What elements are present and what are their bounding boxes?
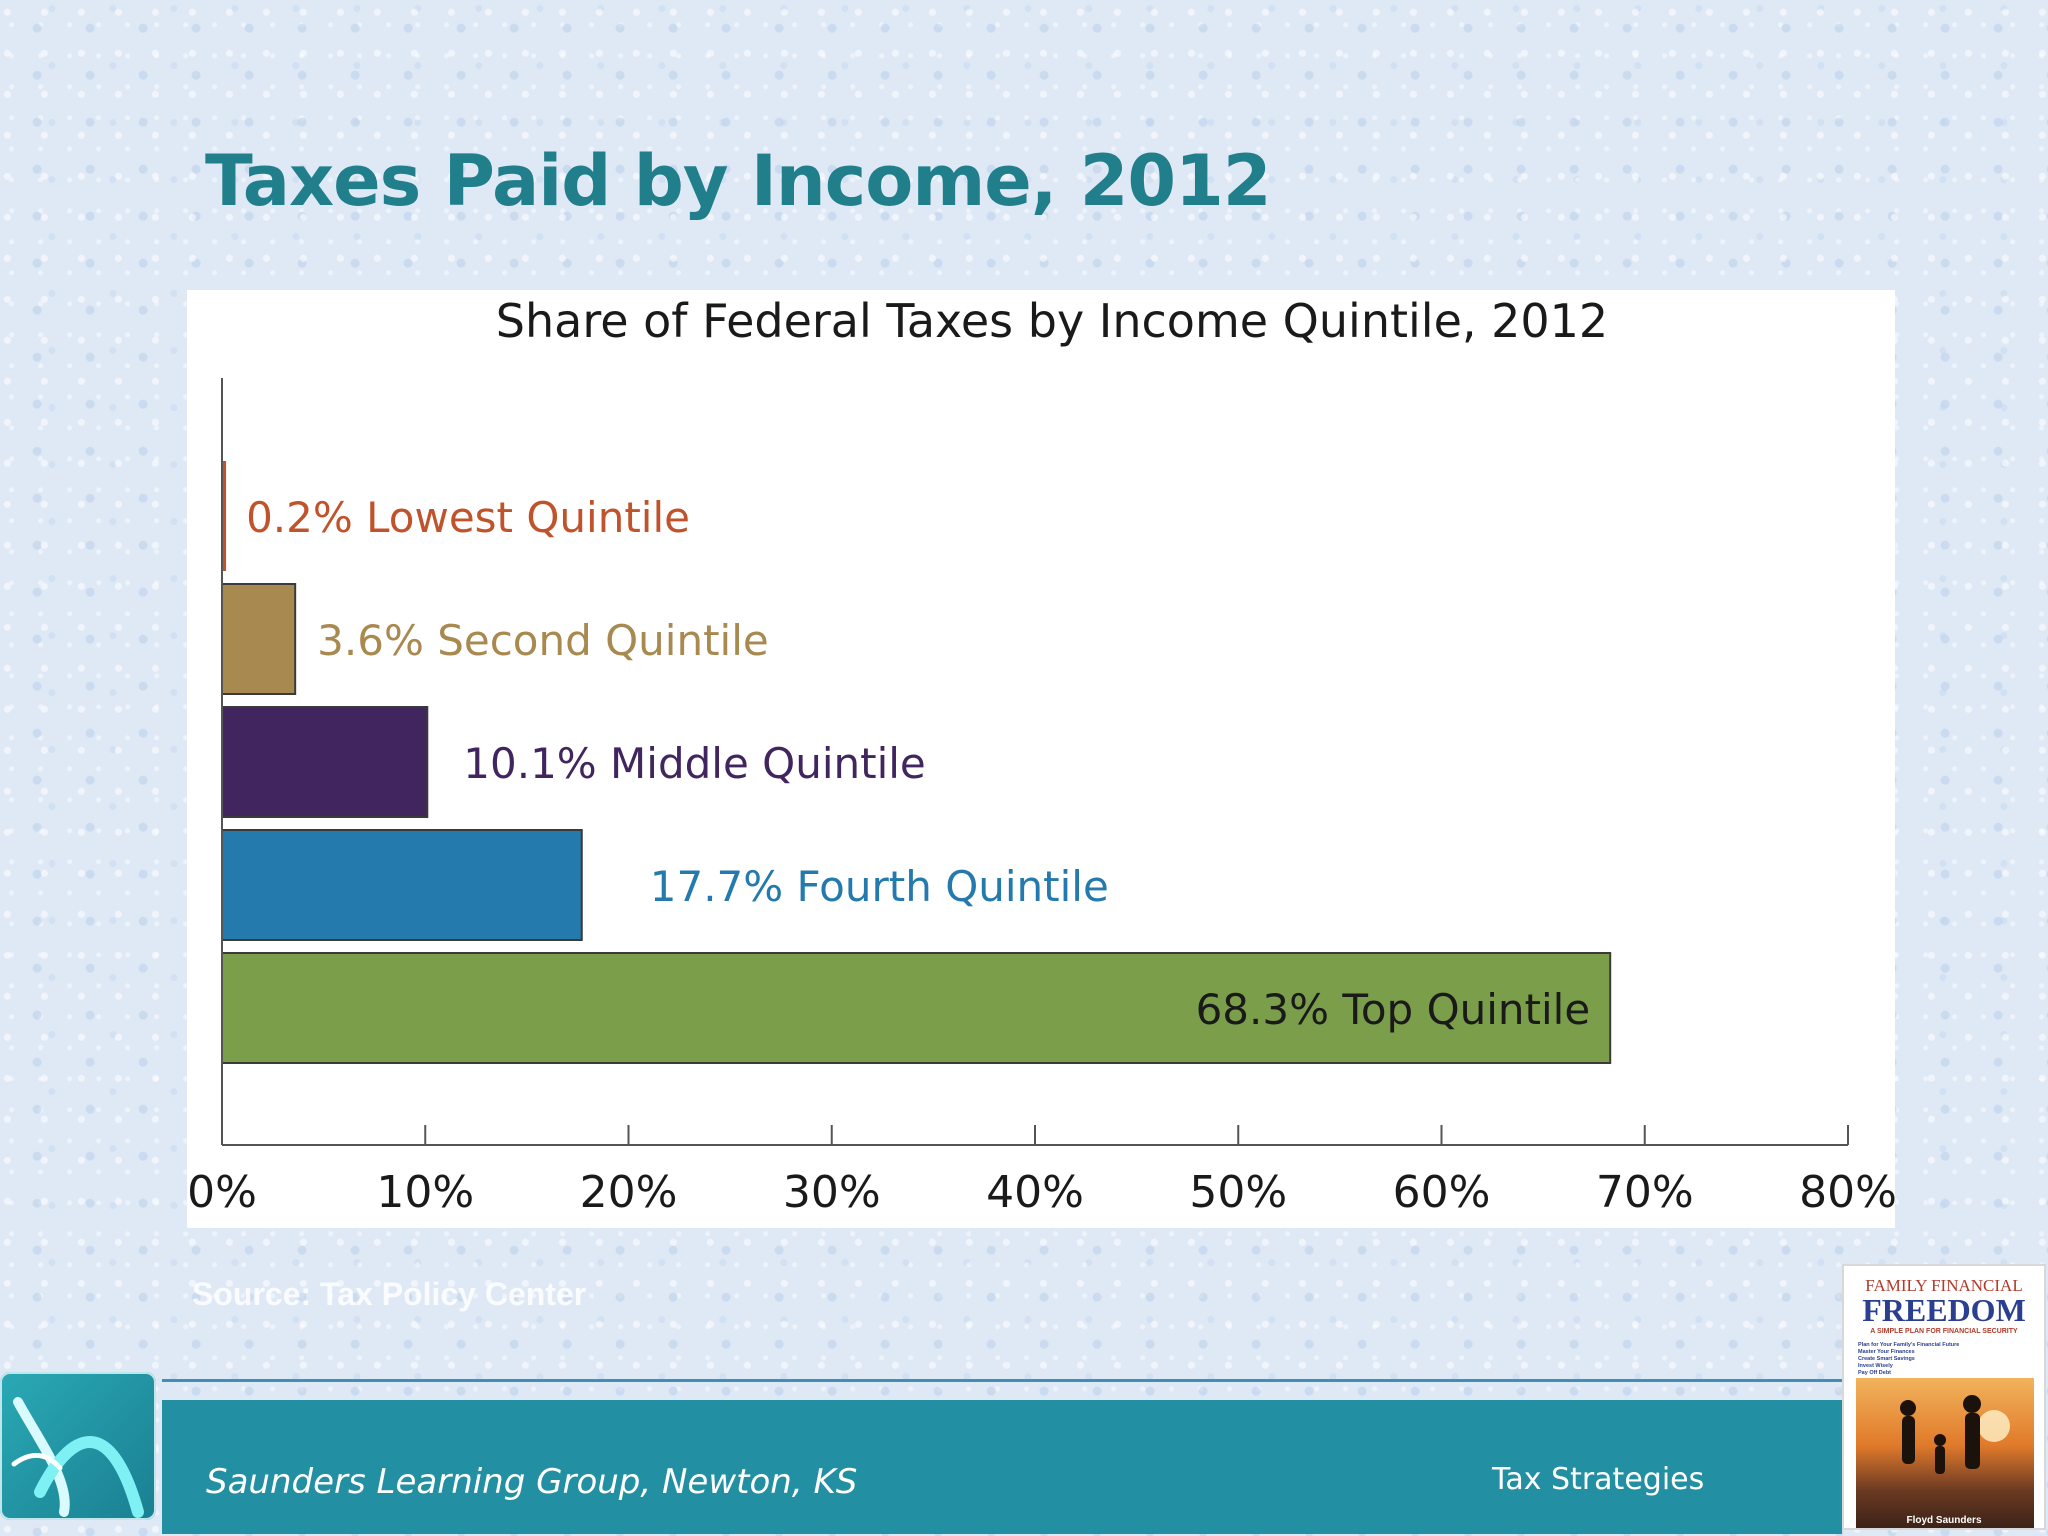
footer-topic: Tax Strategies bbox=[1492, 1462, 1705, 1497]
data-label: 10.1% Middle Quintile bbox=[463, 739, 925, 788]
bar-top-quintile bbox=[221, 952, 1612, 1064]
source-note: Source: Tax Policy Center bbox=[192, 1276, 587, 1312]
chart-title: Share of Federal Taxes by Income Quintil… bbox=[496, 294, 1608, 348]
x-tick-label: 0% bbox=[187, 1167, 257, 1218]
book-bullet: Invest Wisely bbox=[1858, 1363, 1893, 1369]
x-tick-label: 30% bbox=[783, 1167, 881, 1218]
data-label: 3.6% Second Quintile bbox=[317, 616, 769, 665]
book-title-main: FREEDOM bbox=[1862, 1292, 2026, 1328]
book-bullet: Plan for Your Family's Financial Future bbox=[1858, 1342, 1960, 1348]
bar-second-quintile bbox=[221, 583, 297, 695]
book-subtitle: A SIMPLE PLAN FOR FINANCIAL SECURITY bbox=[1870, 1328, 2018, 1335]
data-label: 0.2% Lowest Quintile bbox=[246, 493, 690, 542]
swoosh-logo-icon bbox=[0, 1372, 156, 1520]
book-cover-photo bbox=[1856, 1378, 2034, 1528]
book-bullet: Pay Off Debt bbox=[1858, 1370, 1892, 1376]
x-tick-label: 20% bbox=[580, 1167, 678, 1218]
book-title-top: FAMILY FINANCIAL bbox=[1865, 1276, 2023, 1295]
footer-bar bbox=[162, 1400, 1842, 1534]
bar-middle-quintile bbox=[221, 706, 429, 818]
footer-organization: Saunders Learning Group, Newton, KS bbox=[206, 1462, 858, 1502]
bar-fourth-quintile bbox=[221, 829, 583, 941]
book-cover: FAMILY FINANCIAL FREEDOM A SIMPLE PLAN F… bbox=[1842, 1264, 2046, 1530]
x-tick-label: 80% bbox=[1799, 1167, 1895, 1218]
book-bullet: Create Smart Savings bbox=[1858, 1356, 1915, 1362]
bar-chart: Share of Federal Taxes by Income Quintil… bbox=[187, 294, 1895, 1218]
bar-lowest-quintile bbox=[222, 461, 227, 571]
footer-divider bbox=[162, 1379, 1842, 1382]
x-tick-label: 10% bbox=[376, 1167, 474, 1218]
chart-panel: Share of Federal Taxes by Income Quintil… bbox=[187, 290, 1895, 1228]
data-label: 68.3% Top Quintile bbox=[1196, 985, 1591, 1034]
x-tick-label: 70% bbox=[1596, 1167, 1694, 1218]
slide-title: Taxes Paid by Income, 2012 bbox=[205, 140, 1272, 222]
book-bullet-list: Plan for Your Family's Financial Future … bbox=[1858, 1342, 1959, 1377]
x-tick-label: 60% bbox=[1393, 1167, 1491, 1218]
x-tick-label: 40% bbox=[986, 1167, 1084, 1218]
book-author: Floyd Saunders bbox=[1906, 1515, 1982, 1526]
book-bullet: Master Your Finances bbox=[1858, 1349, 1915, 1355]
x-tick-label: 50% bbox=[1189, 1167, 1287, 1218]
data-label: 17.7% Fourth Quintile bbox=[650, 862, 1109, 911]
